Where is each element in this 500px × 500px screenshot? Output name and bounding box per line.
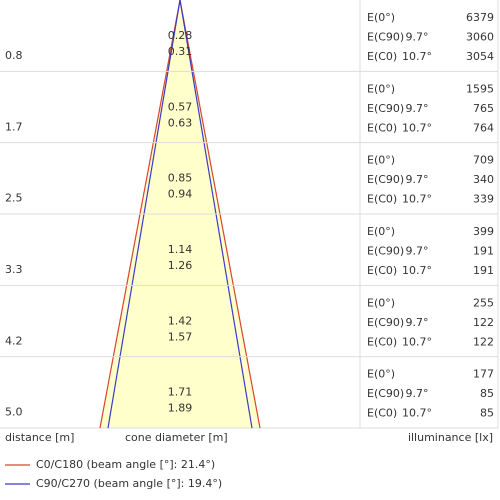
cone-diameter: 0.85 [168,172,193,185]
cone-diameter: 0.57 [168,100,193,113]
illuminance-value: 85 [480,407,494,420]
illuminance-label: E(C90) [367,245,404,258]
illuminance-label: E(C90) [367,387,404,400]
illuminance-value: 122 [473,316,494,329]
cone-diameter: 1.89 [168,402,193,415]
illuminance-angle: 9.7° [406,245,429,258]
illuminance-value: 3060 [466,31,494,44]
illuminance-angle: 9.7° [406,31,429,44]
legend-label: C0/C180 (beam angle [°]: 21.4°) [36,458,215,471]
illuminance-angle: 9.7° [406,316,429,329]
illuminance-value: 6379 [466,11,494,24]
illuminance-label: E(C0) [367,407,397,420]
illuminance-value: 191 [473,245,494,258]
illuminance-value: 709 [473,154,494,167]
distance: 1.7 [5,120,23,133]
illuminance-label: E(C90) [367,173,404,186]
illuminance-label: E(0°) [367,11,395,24]
distance: 4.2 [5,334,23,347]
illuminance-angle: 9.7° [406,173,429,186]
illuminance-label: E(C0) [367,193,397,206]
cone-diameter: 1.26 [168,259,193,272]
illuminance-value: 340 [473,173,494,186]
illuminance-label: E(C0) [367,50,397,63]
illuminance-label: E(0°) [367,225,395,238]
illuminance-label: E(C0) [367,264,397,277]
illuminance-label: E(C0) [367,335,397,348]
illuminance-label: E(C90) [367,31,404,44]
illuminance-value: 122 [473,335,494,348]
illuminance-angle: 10.7° [402,50,432,63]
illuminance-angle: 10.7° [402,193,432,206]
illuminance-label: E(0°) [367,368,395,381]
illuminance-angle: 10.7° [402,335,432,348]
illuminance-value: 85 [480,387,494,400]
cone-diameter: 1.14 [168,243,193,256]
illuminance-value: 1595 [466,82,494,95]
illuminance-value: 399 [473,225,494,238]
illuminance-label: E(C90) [367,102,404,115]
illuminance-label: E(0°) [367,296,395,309]
distance: 3.3 [5,263,23,276]
illuminance-value: 765 [473,102,494,115]
footer-label: illuminance [lx] [408,431,493,444]
illuminance-label: E(0°) [367,82,395,95]
illuminance-value: 177 [473,368,494,381]
illuminance-angle: 10.7° [402,264,432,277]
illuminance-label: E(0°) [367,154,395,167]
illuminance-value: 339 [473,193,494,206]
distance: 0.8 [5,49,23,62]
illuminance-value: 764 [473,121,494,134]
cone-diameter: 0.63 [168,116,193,129]
illuminance-value: 3054 [466,50,494,63]
illuminance-angle: 10.7° [402,407,432,420]
distance: 5.0 [5,406,23,419]
cone-diameter: 1.42 [168,314,193,327]
distance: 2.5 [5,192,23,205]
footer-label: distance [m] [5,431,74,444]
cone-diameter: 0.31 [168,45,193,58]
footer-label: cone diameter [m] [125,431,228,444]
illuminance-angle: 9.7° [406,387,429,400]
cone-diameter: 1.57 [168,330,193,343]
illuminance-value: 255 [473,296,494,309]
illuminance-label: E(C0) [367,121,397,134]
cone-diameter: 1.71 [168,386,193,399]
illuminance-label: E(C90) [367,316,404,329]
legend-label: C90/C270 (beam angle [°]: 19.4°) [36,477,222,490]
illuminance-angle: 10.7° [402,121,432,134]
illuminance-value: 191 [473,264,494,277]
cone-diameter: 0.94 [168,188,193,201]
illuminance-angle: 9.7° [406,102,429,115]
cone-diameter: 0.28 [168,29,193,42]
